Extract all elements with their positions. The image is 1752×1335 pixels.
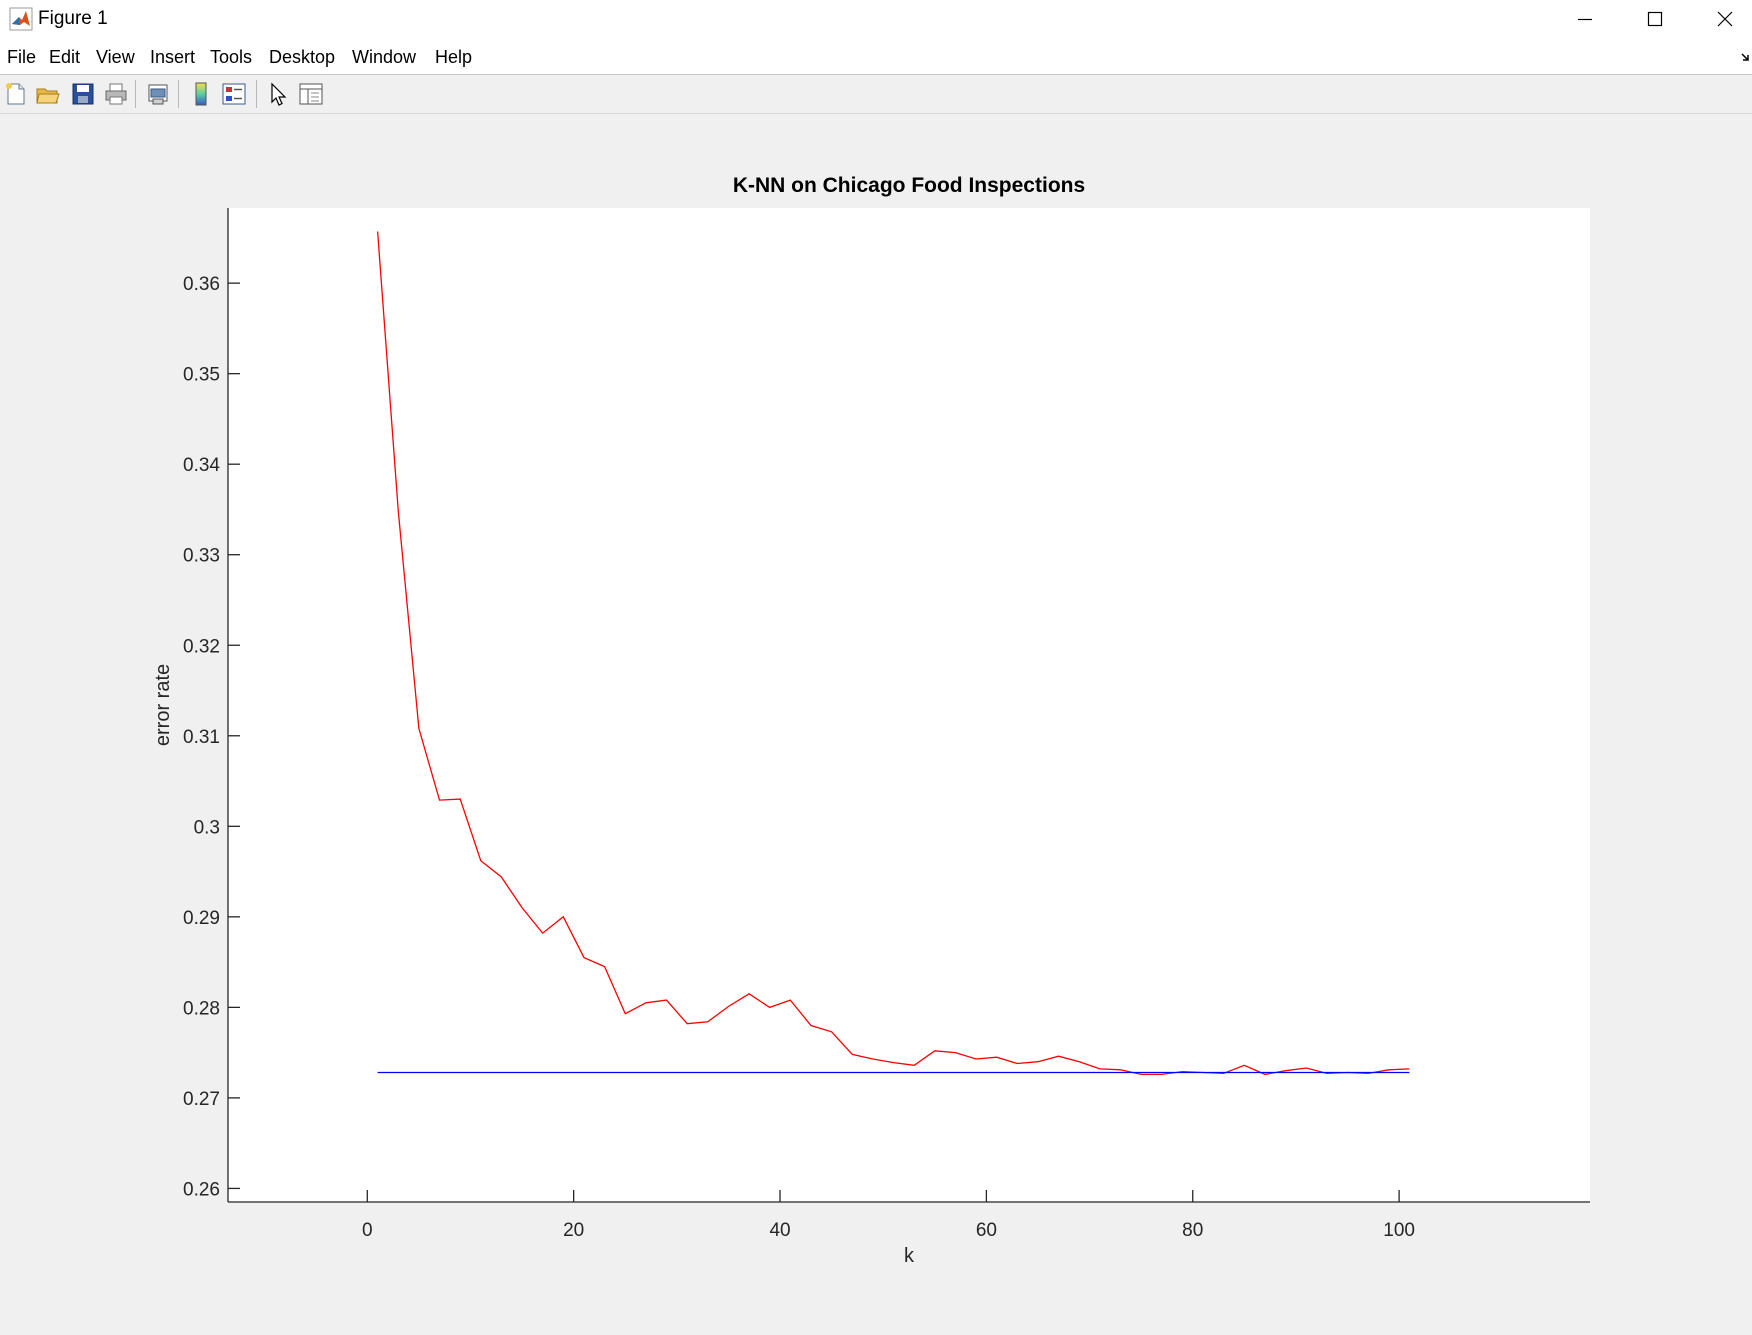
maximize-icon: [1647, 11, 1663, 27]
open-file-icon[interactable]: [35, 81, 61, 107]
y-tick-label: 0.27: [183, 1089, 220, 1110]
series-layer: [376, 231, 1410, 1076]
menu-window[interactable]: Window: [352, 47, 417, 67]
menu-bar: File Edit View Insert Tools Desktop Wind…: [0, 38, 1752, 75]
toolbar-separator: [178, 80, 179, 108]
y-tick-label: 0.3: [194, 817, 220, 838]
menu-view[interactable]: View: [96, 47, 135, 67]
chart[interactable]: 0 20 40 60 80 100 0.26 0.27 0.28 0.29 0.3 0.31 0.32 0…: [0, 114, 1752, 1330]
toolbar-separator: [256, 80, 257, 108]
chart-title: K-NN on Chicago Food Inspections: [733, 174, 1085, 197]
print-icon[interactable]: [103, 81, 129, 107]
minimize-button[interactable]: [1550, 0, 1620, 38]
y-tick-label: 0.29: [183, 908, 220, 929]
save-icon[interactable]: [70, 81, 96, 107]
colorbar-icon[interactable]: [188, 81, 214, 107]
x-tick-label: 0: [362, 1220, 373, 1241]
menu-edit[interactable]: Edit: [49, 47, 81, 67]
pointer-icon[interactable]: [266, 81, 292, 107]
y-tick-label: 0.31: [183, 727, 220, 748]
x-tick-label: 20: [563, 1220, 584, 1241]
y-tick-label: 0.34: [183, 455, 220, 476]
maximize-button[interactable]: [1620, 0, 1690, 38]
figure-canvas: 0 20 40 60 80 100 0.26 0.27 0.28 0.29 0.3 0.31 0.32 0…: [0, 114, 1752, 1330]
y-tick-label: 0.26: [183, 1179, 220, 1200]
menu-tools[interactable]: Tools: [210, 47, 253, 67]
toolbar-separator: [135, 80, 136, 108]
window-title: Figure 1: [38, 8, 108, 29]
minimize-icon: [1578, 18, 1592, 21]
y-tick-label: 0.28: [183, 998, 220, 1019]
window-titlebar: Figure 1: [0, 0, 1752, 38]
legend-icon[interactable]: [221, 81, 247, 107]
x-tick-label: 60: [976, 1220, 997, 1241]
x-axis-label: k: [904, 1245, 915, 1267]
dock-arrow-icon[interactable]: [1740, 51, 1752, 63]
matlab-logo-icon: [9, 7, 33, 31]
y-tick-label: 0.35: [183, 365, 220, 386]
figure-toolbar: [0, 75, 1752, 114]
menu-insert[interactable]: Insert: [150, 47, 196, 67]
menu-help[interactable]: Help: [435, 47, 473, 67]
menu-desktop[interactable]: Desktop: [269, 47, 336, 67]
y-tick-label: 0.32: [183, 636, 220, 657]
property-editor-icon[interactable]: [298, 81, 324, 107]
close-button[interactable]: [1690, 0, 1752, 38]
x-tick-label: 100: [1383, 1220, 1415, 1241]
y-axis-label: error rate: [152, 664, 174, 746]
new-figure-icon[interactable]: [3, 81, 29, 107]
ticks-layer: 0 20 40 60 80 100 0.26 0.27 0.28 0.29 0.3 0.31 0.32 0…: [183, 274, 1415, 1241]
menu-file[interactable]: File: [7, 47, 37, 67]
plot-area: [228, 208, 1590, 1202]
y-tick-label: 0.33: [183, 546, 220, 567]
print-preview-icon[interactable]: [145, 81, 171, 107]
x-tick-label: 40: [769, 1220, 790, 1241]
y-tick-label: 0.36: [183, 274, 220, 295]
x-tick-label: 80: [1182, 1220, 1203, 1241]
series-line-1: [376, 231, 1410, 1076]
close-icon: [1717, 11, 1733, 27]
